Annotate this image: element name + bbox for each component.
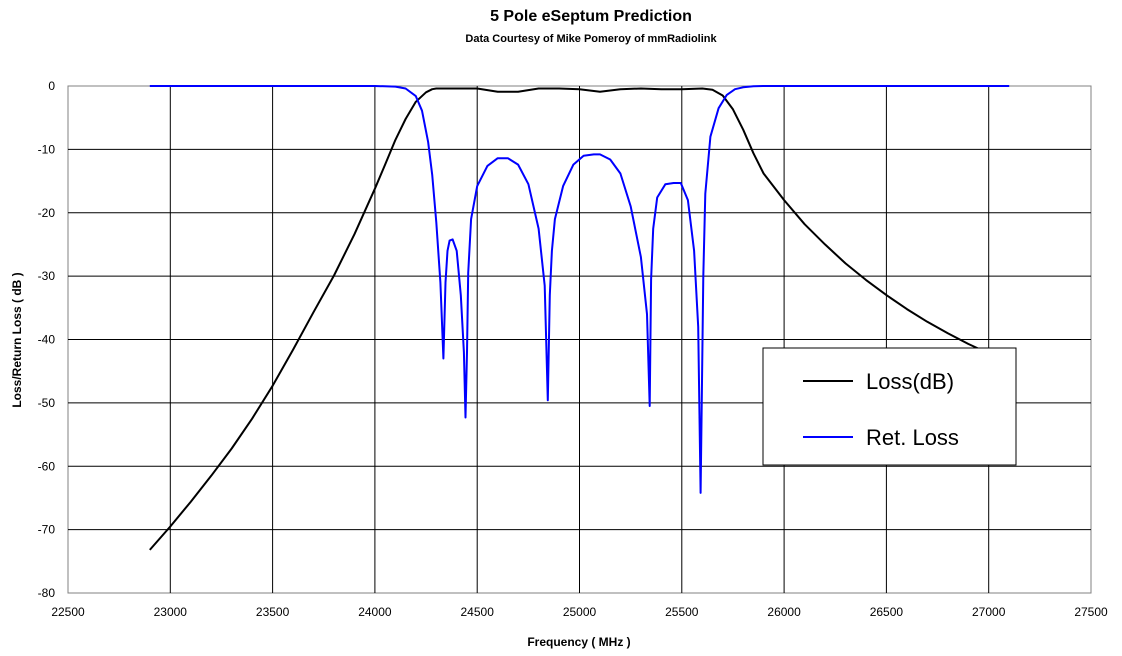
- x-tick-label: 25000: [563, 605, 597, 619]
- y-tick-label: -60: [38, 459, 56, 473]
- x-tick-label: 27000: [972, 605, 1006, 619]
- x-tick-label: 26500: [870, 605, 904, 619]
- x-tick-label: 24000: [358, 605, 392, 619]
- x-tick-label: 26000: [767, 605, 801, 619]
- x-tick-label: 22500: [51, 605, 85, 619]
- y-tick-label: 0: [48, 79, 55, 93]
- y-tick-label: -80: [38, 586, 56, 600]
- x-tick-label: 24500: [461, 605, 495, 619]
- legend-label-loss: Loss(dB): [866, 369, 954, 394]
- chart-subtitle: Data Courtesy of Mike Pomeroy of mmRadio…: [465, 33, 717, 45]
- legend-box: [762, 347, 1017, 466]
- y-tick-label: -30: [38, 269, 56, 283]
- legend-label-ret-loss: Ret. Loss: [866, 425, 959, 450]
- series-line-loss: [149, 87, 990, 551]
- y-tick-label: -10: [38, 142, 56, 156]
- x-axis-label: Frequency ( MHz ): [527, 635, 630, 649]
- y-tick-label: -50: [38, 396, 56, 410]
- chart-title: 5 Pole eSeptum Prediction: [490, 8, 692, 25]
- y-tick-label: -70: [38, 523, 56, 537]
- y-axis-label: Loss/Return Loss ( dB ): [10, 272, 24, 407]
- tick-labels: 22500 23000 23500 24000 24500 25000 25500 26000…: [38, 79, 1108, 619]
- y-tick-label: -20: [38, 206, 56, 220]
- y-tick-label: -40: [38, 333, 56, 347]
- series-line-ret-loss: [149, 85, 1010, 494]
- legend: Loss(dB) Ret. Loss: [762, 347, 1017, 466]
- series-lines: [149, 85, 1010, 551]
- x-tick-label: 23500: [256, 605, 290, 619]
- x-tick-label: 23000: [154, 605, 188, 619]
- x-tick-label: 27500: [1074, 605, 1108, 619]
- x-tick-label: 25500: [665, 605, 699, 619]
